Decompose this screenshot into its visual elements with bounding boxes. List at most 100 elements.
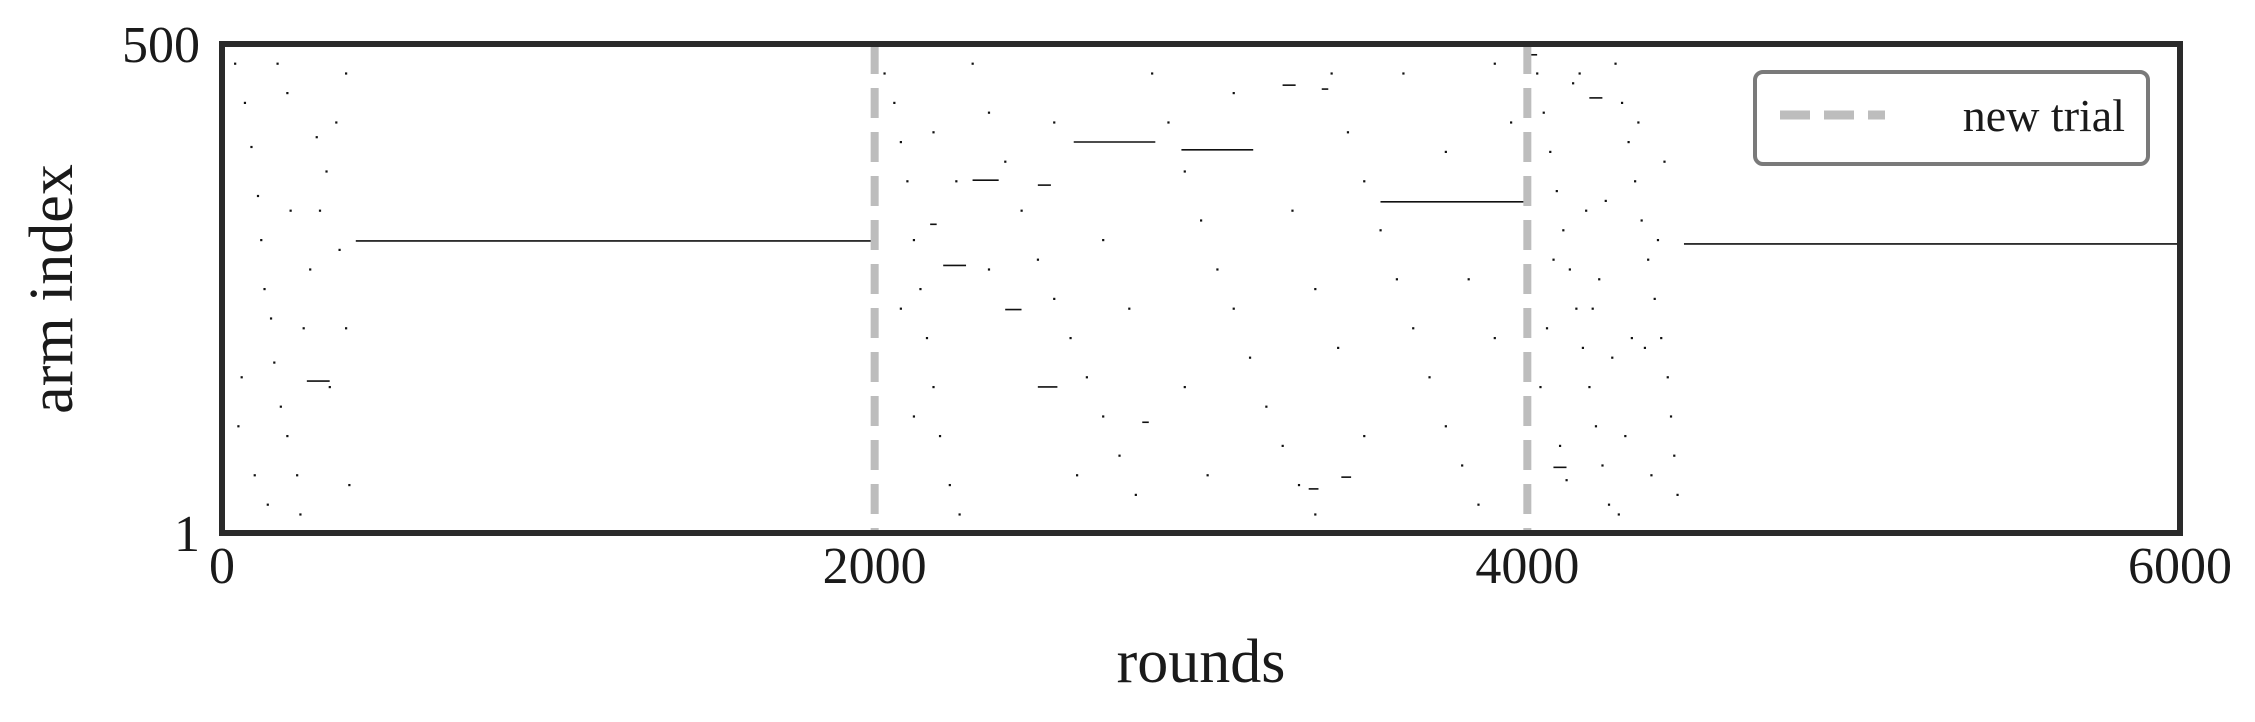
pull-point — [1598, 278, 1601, 281]
pull-point — [263, 287, 266, 291]
pull-point — [1647, 258, 1650, 261]
legend-label-new-trial: new trial — [1963, 90, 2125, 141]
pull-point — [1594, 425, 1598, 428]
pull-point — [1653, 297, 1656, 300]
pull-point — [302, 327, 305, 330]
pull-point — [345, 72, 348, 75]
pull-point — [1640, 219, 1643, 222]
x-axis-label: rounds — [1117, 628, 1286, 696]
pull-point — [938, 434, 942, 438]
pull-point — [1611, 356, 1614, 359]
pull-point — [1461, 464, 1464, 467]
pull-point — [1510, 121, 1513, 124]
pull-point — [906, 180, 909, 183]
pull-point — [1536, 72, 1539, 75]
x-tick-label: 6000 — [2128, 538, 2232, 595]
pull-point — [1428, 376, 1431, 379]
pull-point — [1085, 376, 1088, 379]
pull-point — [912, 415, 916, 418]
pull-point — [240, 376, 243, 379]
pull-point — [338, 248, 341, 251]
pull-point — [1379, 229, 1382, 232]
pull-point — [1069, 336, 1072, 340]
pull-point — [1663, 160, 1666, 163]
pull-point — [1395, 278, 1398, 281]
pull-point — [1281, 444, 1284, 447]
pull-point — [1444, 425, 1447, 428]
pull-point — [1565, 479, 1568, 482]
pull-point — [1617, 513, 1620, 516]
pull-point — [1444, 150, 1447, 153]
pull-point — [955, 180, 958, 183]
pull-point — [1493, 62, 1496, 65]
pull-point — [234, 62, 237, 65]
pull-point — [348, 483, 351, 487]
pull-point — [958, 513, 961, 516]
legend: new trial — [1753, 70, 2150, 166]
pull-point — [1134, 493, 1137, 496]
pull-point — [1412, 327, 1415, 330]
pull-point — [299, 513, 302, 516]
pull-point — [1676, 493, 1679, 496]
pull-point — [243, 101, 247, 104]
y-tick-label: 500 — [122, 17, 200, 74]
pull-point — [1363, 434, 1366, 438]
pull-point — [1575, 307, 1578, 310]
pull-point — [1330, 72, 1333, 75]
pull-point — [328, 385, 331, 389]
pull-point — [1363, 180, 1366, 183]
pull-point — [1620, 101, 1624, 104]
pull-point — [318, 209, 322, 212]
pull-point — [1627, 140, 1630, 144]
pull-point — [1200, 219, 1203, 222]
pull-point — [1643, 346, 1647, 349]
pull-point — [925, 336, 929, 340]
pull-point — [948, 483, 951, 487]
pull-point — [932, 131, 935, 134]
pull-point — [315, 136, 318, 139]
pull-point — [899, 140, 902, 144]
pull-point — [1232, 91, 1235, 95]
pull-point — [289, 209, 292, 212]
pull-point — [1314, 513, 1317, 516]
pull-point — [1183, 170, 1186, 173]
pull-point — [1660, 336, 1663, 340]
pull-point — [1167, 121, 1170, 124]
pull-point — [1581, 346, 1585, 349]
pull-point — [286, 91, 289, 95]
x-tick-label: 2000 — [823, 538, 927, 595]
pull-point — [1151, 72, 1154, 75]
pull-point — [1053, 121, 1056, 124]
pull-point — [1118, 454, 1121, 457]
pull-point — [1102, 415, 1105, 418]
pull-point — [1656, 238, 1660, 242]
data-marks — [234, 53, 2180, 516]
y-tick-label: 1 — [174, 506, 200, 563]
pull-point — [1604, 199, 1607, 202]
pull-point — [1555, 189, 1558, 193]
pull-point — [276, 62, 279, 65]
pull-point — [256, 194, 260, 198]
x-tick-label: 4000 — [1475, 538, 1579, 595]
pull-point — [1669, 415, 1673, 418]
pull-point — [273, 361, 276, 364]
pull-point — [253, 474, 256, 477]
pull-point — [1291, 209, 1294, 212]
pull-point — [932, 385, 935, 389]
pull-point — [1232, 307, 1235, 310]
pull-point — [309, 268, 312, 271]
pull-point — [1053, 297, 1056, 300]
pull-point — [1542, 111, 1545, 114]
pull-point — [1558, 444, 1562, 447]
pull-point — [1601, 464, 1604, 467]
pull-point — [1314, 287, 1317, 291]
trial-boundaries — [870, 44, 1532, 533]
pull-point — [1020, 209, 1023, 212]
pull-point — [345, 327, 348, 330]
pull-point — [1634, 180, 1637, 183]
pull-point — [1206, 474, 1209, 477]
pull-point — [1607, 503, 1611, 506]
pull-point — [1673, 454, 1676, 457]
pull-point — [1265, 405, 1268, 408]
